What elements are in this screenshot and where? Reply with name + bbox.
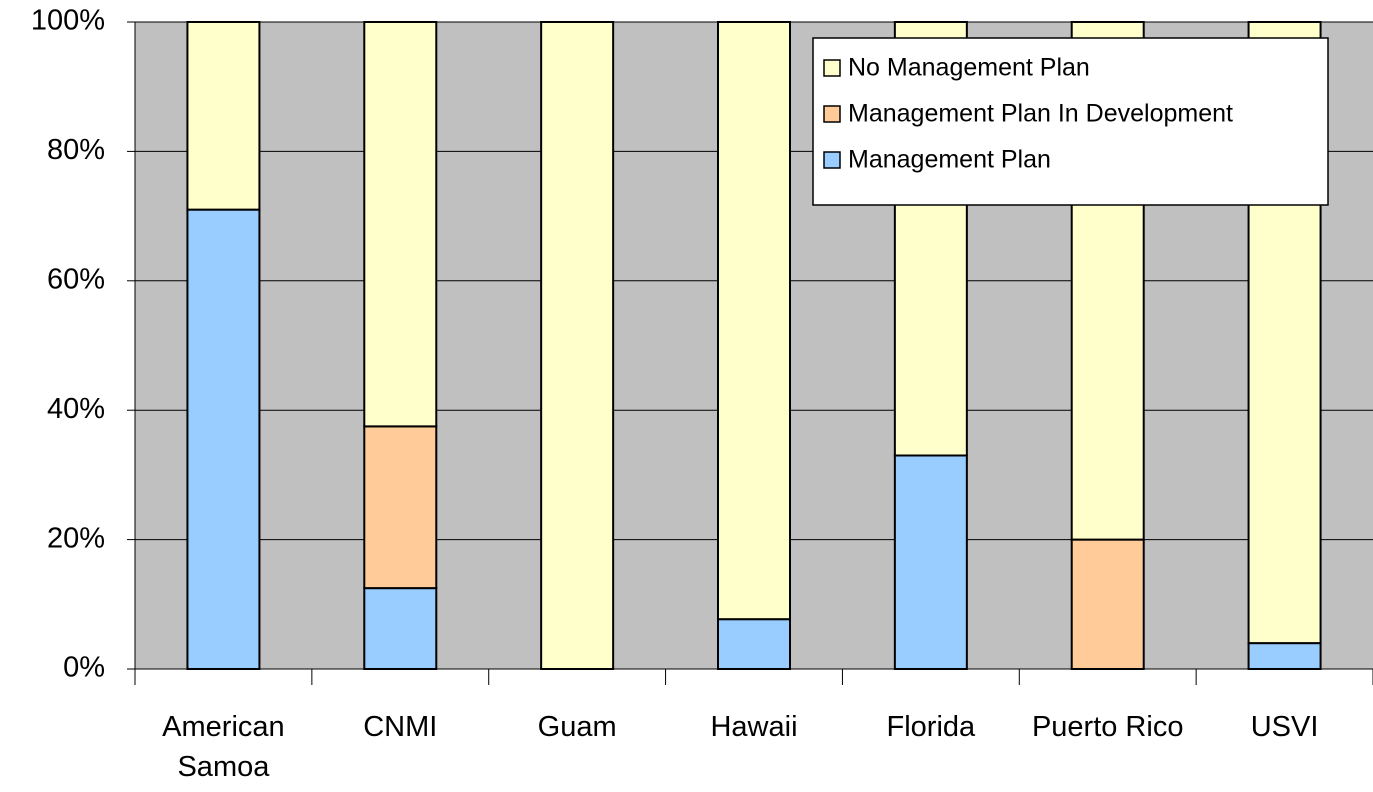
x-tick-label: CNMI [363,711,438,743]
legend-swatch [823,105,841,123]
bar-segment [1070,538,1145,670]
legend [812,37,1329,206]
legend-label: No Management Plan [848,54,1090,82]
legend-swatch [823,59,841,77]
x-tick-label: Hawaii [710,711,798,743]
bar-segment [717,21,791,621]
legend-swatch [823,151,841,169]
bar-segment [893,454,968,670]
y-tick-label: 100% [31,5,105,37]
y-tick-label: 20% [47,522,105,554]
bar-segment [186,21,261,211]
bar-segment [363,587,438,670]
x-tick-label: Florida [886,711,976,743]
legend-label: Management Plan [848,146,1051,174]
legend-label: Management Plan In Development [848,100,1233,128]
y-tick-label: 0% [63,652,105,684]
bar-segment [186,208,261,670]
y-tick-label: 40% [47,393,105,425]
y-tick-label: 60% [47,263,105,295]
x-tick-label: USVI [1250,711,1319,743]
bar-segment [540,21,615,670]
bar-segment [363,425,438,590]
bar-segment [717,618,791,671]
y-tick-label: 80% [47,134,105,166]
bar-segment [1247,642,1322,670]
x-tick-label: Guam [537,711,617,743]
x-tick-label: Puerto Rico [1031,711,1184,743]
x-tick-label: American Samoa [162,711,285,783]
bar-segment [363,21,438,428]
